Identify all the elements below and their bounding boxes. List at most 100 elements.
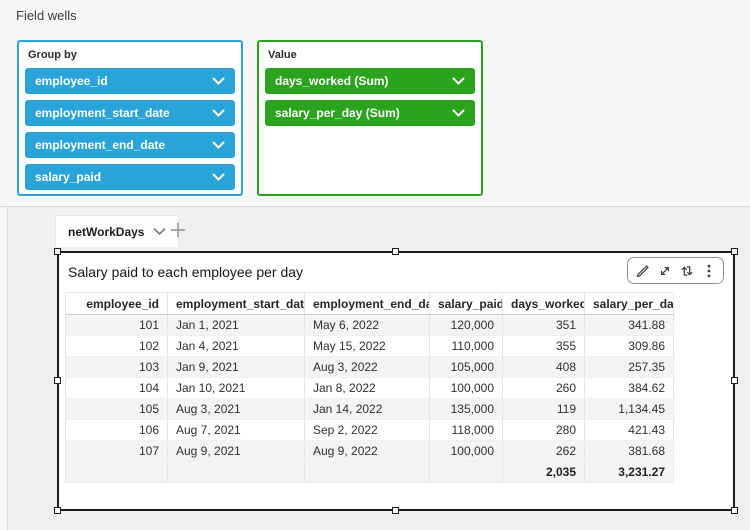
table-cell: 262: [502, 440, 585, 462]
chevron-down-icon[interactable]: [452, 109, 465, 117]
table-cell: Jan 14, 2022: [304, 398, 430, 420]
table-cell: 384.62: [584, 377, 674, 399]
edit-visual-button[interactable]: [633, 260, 652, 281]
table-row: 107 Aug 9, 2021 Aug 9, 2022 100,000 262 381.6…: [65, 440, 674, 462]
selection-handle-nw[interactable]: [54, 248, 61, 255]
table-cell: 355: [502, 335, 585, 357]
table-cell: 257.35: [584, 356, 674, 378]
visual-container[interactable]: Salary paid to each employee per day emp…: [54, 248, 738, 514]
table-cell: 105,000: [429, 356, 503, 378]
measure-pill[interactable]: salary_per_day (Sum): [265, 100, 475, 126]
chevron-down-icon[interactable]: [212, 77, 225, 85]
table-row: 103 Jan 9, 2021 Aug 3, 2022 105,000 408 257.3…: [65, 356, 674, 378]
pill-label: days_worked (Sum): [275, 74, 389, 88]
selection-handle-s[interactable]: [392, 507, 399, 514]
pencil-icon: [636, 264, 649, 277]
table-cell: Sep 2, 2022: [304, 419, 430, 441]
table-cell: 100,000: [429, 440, 503, 462]
table-cell: Aug 3, 2021: [167, 398, 305, 420]
visual-title: Salary paid to each employee per day: [68, 264, 304, 280]
visual-menu-button[interactable]: [699, 260, 718, 281]
group-by-well: Group by employee_id employment_start_da…: [17, 40, 243, 196]
table-cell: Aug 7, 2021: [167, 419, 305, 441]
selection-handle-ne[interactable]: [731, 248, 738, 255]
chevron-down-icon[interactable]: [212, 173, 225, 181]
chevron-down-icon[interactable]: [212, 141, 225, 149]
column-header[interactable]: employment_end_date: [304, 292, 430, 315]
selection-handle-sw[interactable]: [54, 507, 61, 514]
table-cell: 381.68: [584, 440, 674, 462]
selection-handle-e[interactable]: [731, 377, 738, 384]
table-cell: 107: [65, 440, 168, 462]
table-cell: 101: [65, 314, 168, 336]
data-table: employee_id employment_start_date employme…: [65, 292, 674, 483]
table-row: 101 Jan 1, 2021 May 6, 2022 120,000 351 341.8…: [65, 314, 674, 336]
value-pill-list: days_worked (Sum) salary_per_day (Sum): [265, 68, 475, 126]
table-cell: 103: [65, 356, 168, 378]
table-row: 106 Aug 7, 2021 Sep 2, 2022 118,000 280 421.4…: [65, 419, 674, 441]
table-cell: Jan 9, 2021: [167, 356, 305, 378]
column-header[interactable]: salary_paid: [429, 292, 503, 315]
field-wells-title: Field wells: [16, 8, 77, 23]
column-header[interactable]: salary_per_day: [584, 292, 674, 315]
table-cell: [429, 461, 503, 483]
dimension-pill[interactable]: employment_start_date: [25, 100, 235, 126]
table-row: 102 Jan 4, 2021 May 15, 2022 110,000 355 309.…: [65, 335, 674, 357]
table-cell: 2,035: [502, 461, 585, 483]
dimension-pill[interactable]: salary_paid: [25, 164, 235, 190]
table-cell: 120,000: [429, 314, 503, 336]
table-cell: 341.88: [584, 314, 674, 336]
table-body: 101 Jan 1, 2021 May 6, 2022 120,000 351 341.8…: [65, 314, 674, 483]
column-header[interactable]: employment_start_date: [167, 292, 305, 315]
chevron-down-icon[interactable]: [452, 77, 465, 85]
add-sheet-button[interactable]: [170, 222, 186, 238]
sheet-tab[interactable]: netWorkDays: [55, 215, 180, 247]
dimension-pill[interactable]: employee_id: [25, 68, 235, 94]
sheet-canvas: netWorkDays Salary paid to each employee…: [0, 206, 750, 530]
table-cell: [167, 461, 305, 483]
selection-handle-se[interactable]: [731, 507, 738, 514]
selection-handle-n[interactable]: [392, 248, 399, 255]
measure-pill[interactable]: days_worked (Sum): [265, 68, 475, 94]
pill-label: salary_per_day (Sum): [275, 106, 400, 120]
sheet-tab-label: netWorkDays: [68, 224, 145, 239]
pill-label: employee_id: [35, 74, 108, 88]
expand-diagonal-icon: [660, 266, 669, 275]
table-cell: 280: [502, 419, 585, 441]
table-header-row: employee_id employment_start_date employme…: [65, 292, 674, 315]
table-cell: 351: [502, 314, 585, 336]
table-cell: 119: [502, 398, 585, 420]
table-cell: 105: [65, 398, 168, 420]
value-label: Value: [268, 49, 297, 61]
canvas-left-gutter: [0, 207, 8, 530]
pill-label: salary_paid: [35, 170, 102, 184]
table-cell: 106: [65, 419, 168, 441]
column-header[interactable]: employee_id: [65, 292, 168, 315]
table-cell: 104: [65, 377, 168, 399]
swap-vertical-arrows-icon: [681, 265, 692, 276]
kebab-menu-icon: [707, 264, 710, 277]
table-row: 105 Aug 3, 2021 Jan 14, 2022 135,000 119 1,13…: [65, 398, 674, 420]
table-cell: May 15, 2022: [304, 335, 430, 357]
table-cell: 135,000: [429, 398, 503, 420]
table-cell: 421.43: [584, 419, 674, 441]
table-cell: Jan 8, 2022: [304, 377, 430, 399]
value-well: Value days_worked (Sum) salary_per_day (…: [257, 40, 483, 196]
table-cell: Aug 9, 2022: [304, 440, 430, 462]
pill-label: employment_start_date: [35, 106, 170, 120]
pill-label: employment_end_date: [35, 138, 166, 152]
column-header[interactable]: days_worked: [502, 292, 585, 315]
chevron-down-icon[interactable]: [153, 227, 166, 236]
table-cell: 309.86: [584, 335, 674, 357]
group-by-pill-list: employee_id employment_start_date employ…: [25, 68, 235, 190]
table-cell: [65, 461, 168, 483]
maximize-visual-button[interactable]: [655, 260, 674, 281]
dimension-pill[interactable]: employment_end_date: [25, 132, 235, 158]
table-cell: 1,134.45: [584, 398, 674, 420]
swap-axes-button[interactable]: [677, 260, 696, 281]
table-row: 104 Jan 10, 2021 Jan 8, 2022 100,000 260 384.…: [65, 377, 674, 399]
totals-row: 2,035 3,231.27: [65, 461, 674, 483]
chevron-down-icon[interactable]: [212, 109, 225, 117]
selection-handle-w[interactable]: [54, 377, 61, 384]
table-cell: 3,231.27: [584, 461, 674, 483]
